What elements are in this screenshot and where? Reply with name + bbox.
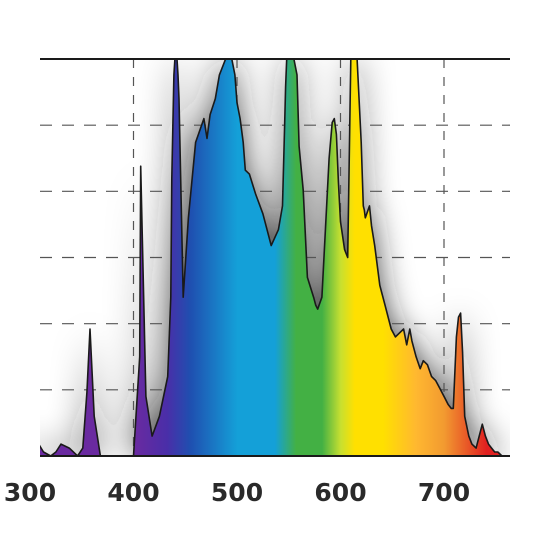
x-tick-label: 600 bbox=[314, 478, 366, 507]
spectrum-area-fill bbox=[40, 59, 507, 456]
spectrum-area bbox=[40, 59, 507, 456]
x-tick-label: 700 bbox=[418, 478, 470, 507]
x-tick-label: 300 bbox=[4, 478, 56, 507]
x-tick-label: 400 bbox=[107, 478, 159, 507]
x-tick-labels: 300 400 500 600 700 bbox=[4, 478, 470, 507]
x-tick-label: 500 bbox=[211, 478, 263, 507]
